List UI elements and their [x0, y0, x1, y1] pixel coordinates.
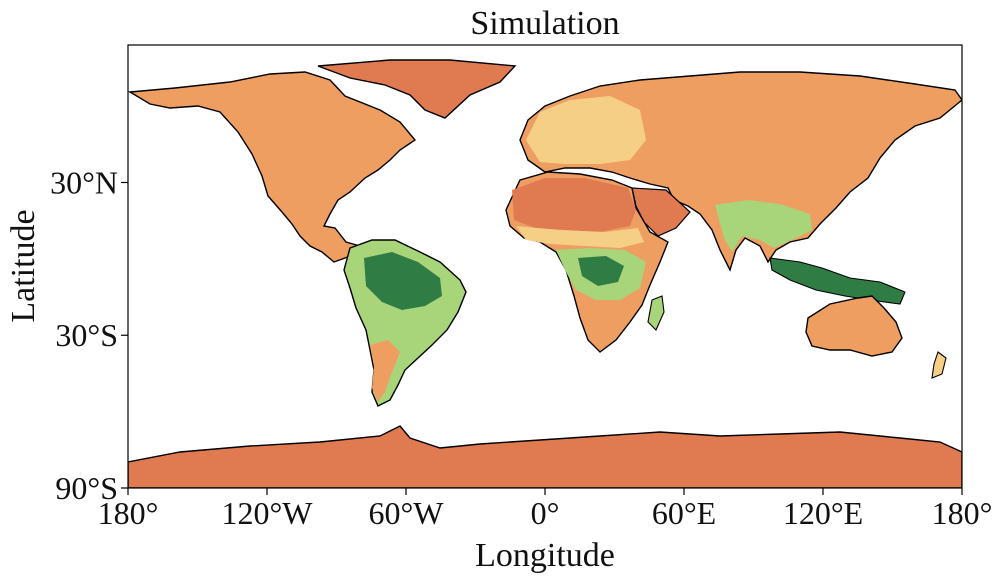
land-layer: [128, 59, 962, 488]
x-tick-label: 0°: [531, 495, 560, 531]
x-tick-label: 120°W: [222, 495, 314, 531]
sahel-moderate-region: [516, 226, 644, 248]
north-america: [128, 71, 417, 263]
greenland: [317, 59, 517, 119]
x-tick-label: 180°: [932, 495, 993, 531]
x-tick-label: 120°E: [783, 495, 863, 531]
y-axis-label: Latitude: [5, 209, 42, 322]
australia: [805, 295, 903, 357]
europe-moderate-region: [526, 96, 646, 164]
maritime-southeast-asia: [769, 257, 906, 305]
x-tick-label: 60°E: [652, 495, 716, 531]
patagonia-dry-region: [370, 340, 400, 402]
y-tick-label: 30°N: [50, 164, 118, 200]
antarctica: [128, 425, 962, 488]
x-axis-ticks: 180° 120°W 60°W 0° 60°E 120°E 180°: [98, 488, 993, 531]
y-tick-label: 90°S: [55, 470, 118, 506]
x-tick-label: 60°W: [369, 495, 445, 531]
x-axis-label: Longitude: [475, 537, 615, 574]
sahara-arid-region: [512, 178, 636, 232]
madagascar: [647, 295, 665, 331]
x-tick-label: 180°: [98, 495, 159, 531]
new-zealand: [931, 351, 947, 379]
y-axis-ticks: 30°N 30°S 90°S: [50, 164, 128, 506]
south-asia-green-region: [715, 200, 812, 252]
amazon-wet-region: [364, 252, 442, 310]
arabian-peninsula: [631, 187, 691, 237]
y-tick-label: 30°S: [55, 317, 118, 353]
chart-title: Simulation: [470, 5, 619, 42]
congo-wet-region: [578, 256, 624, 286]
